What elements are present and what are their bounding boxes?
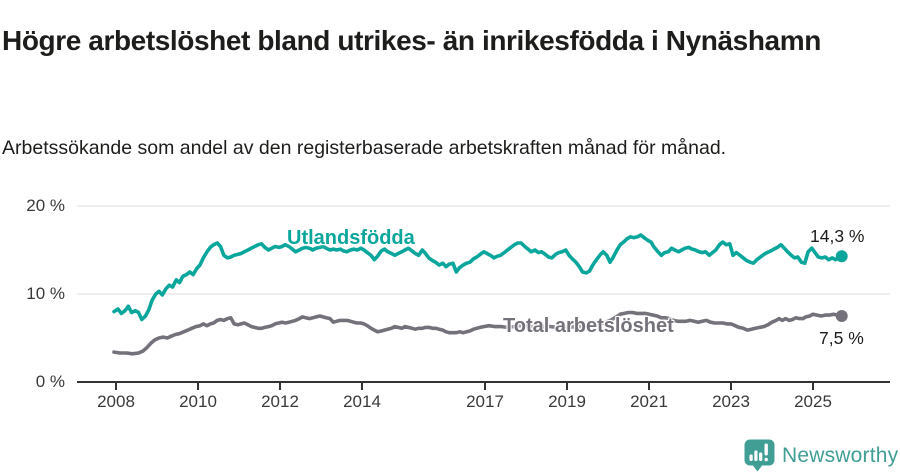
line-series-total-arbetsloshet — [112, 310, 844, 356]
y-axis-tick-label: 10 % — [26, 284, 65, 303]
x-axis-tick-label: 2008 — [97, 392, 135, 411]
line-series-utlandsfodda — [112, 233, 844, 322]
x-axis-tick-label: 2012 — [261, 392, 299, 411]
x-axis-tick-label: 2014 — [343, 392, 381, 411]
end-dot-utlandsfodda — [835, 250, 848, 263]
chart-subtitle: Arbetssökande som andel av den registerb… — [2, 136, 727, 159]
newsworthy-brand: Newsworthy — [744, 439, 898, 472]
series-label-total-arbetsloshet: Total arbetslöshet — [503, 315, 674, 337]
newsworthy-logo-icon — [744, 439, 775, 472]
end-dot-total-arbetsloshet — [835, 310, 848, 322]
x-axis-tick-label: 2019 — [548, 392, 586, 411]
x-axis-tick-label: 2021 — [630, 392, 668, 411]
end-value-label-utlandsfodda: 14,3 % — [810, 226, 865, 246]
x-axis-tick-label: 2010 — [179, 392, 217, 411]
series-label-utlandsfodda: Utlandsfödda — [287, 227, 415, 249]
end-value-label-total: 7,5 % — [819, 328, 864, 348]
y-axis-tick-label: 20 % — [26, 196, 65, 215]
page-title: Högre arbetslöshet bland utrikes- än inr… — [2, 24, 821, 56]
newsworthy-wordmark: Newsworthy — [782, 443, 899, 467]
y-axis-tick-label: 0 % — [35, 372, 65, 391]
x-axis-tick-label: 2017 — [466, 392, 504, 411]
x-axis-tick-label: 2023 — [712, 392, 750, 411]
x-axis-tick-label: 2025 — [794, 392, 832, 411]
